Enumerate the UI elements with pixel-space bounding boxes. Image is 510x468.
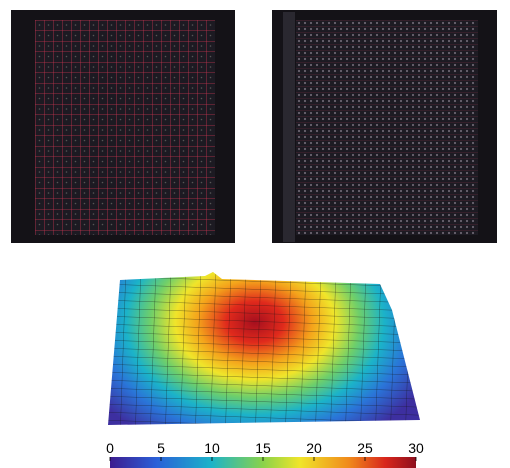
- figure: 0 5 10 15 20 25 30: [0, 0, 510, 468]
- speckle-pattern: [296, 20, 478, 235]
- tick-label: 10: [204, 440, 220, 456]
- tick-label: 5: [157, 440, 165, 456]
- surface: [100, 265, 430, 430]
- grid-overlay: [35, 20, 215, 235]
- tick-label: 0: [106, 440, 114, 456]
- frame-edge: [283, 12, 295, 242]
- tick-label: 20: [306, 440, 322, 456]
- tick-label: 15: [255, 440, 271, 456]
- tick-label: 30: [408, 440, 424, 456]
- tick-label: 25: [357, 440, 373, 456]
